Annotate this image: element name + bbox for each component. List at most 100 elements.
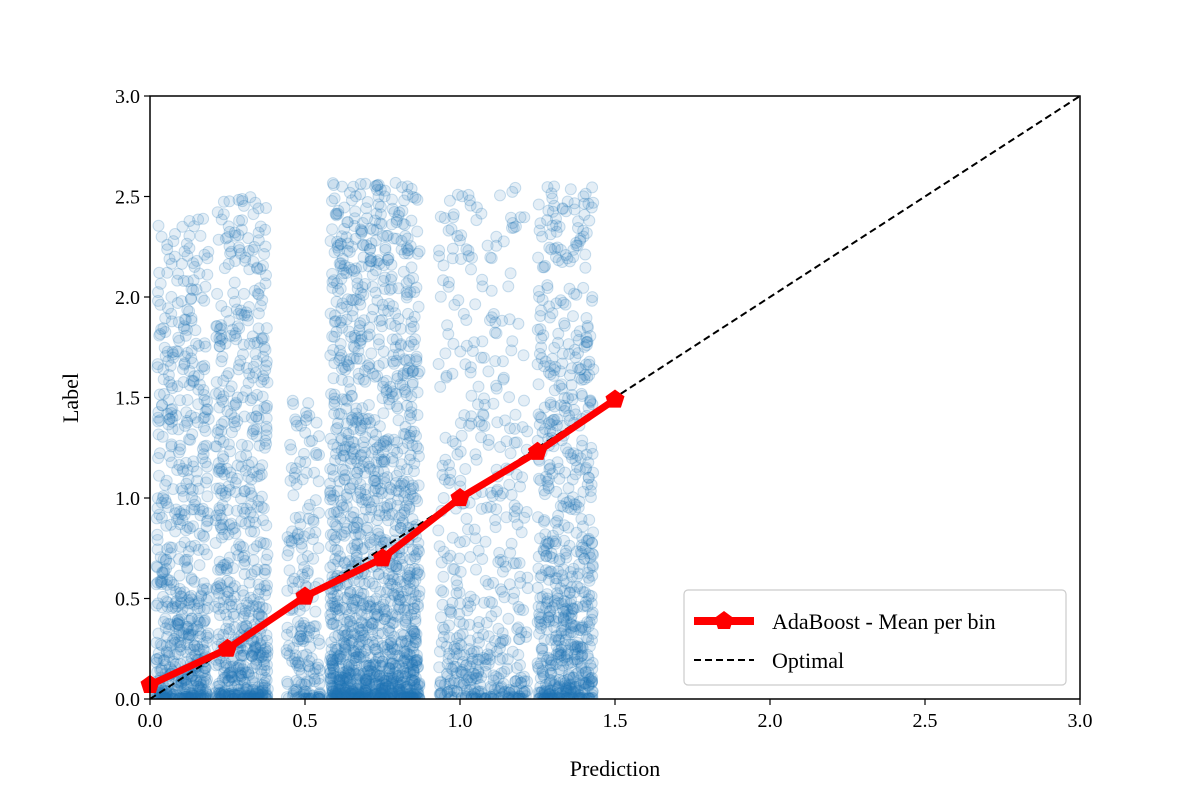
scatter-point (577, 281, 590, 294)
scatter-point (535, 304, 547, 317)
scatter-point (192, 482, 205, 495)
scatter-point (173, 616, 186, 629)
scatter-point (458, 535, 471, 548)
scatter-point (183, 229, 196, 242)
scatter-point (578, 373, 591, 386)
scatter-point (494, 189, 506, 202)
scatter-point (171, 617, 184, 630)
scatter-point (173, 334, 186, 347)
x-tick-label: 2.5 (913, 710, 938, 732)
scatter-point (187, 374, 200, 387)
scatter-point (482, 630, 495, 643)
scatter-point (160, 474, 173, 487)
scatter-point (181, 394, 194, 406)
scatter-point (329, 631, 341, 643)
scatter-point (193, 559, 206, 572)
scatter-point (165, 440, 178, 453)
scatter-point (201, 515, 213, 528)
scatter-point (403, 563, 416, 576)
scatter-point (173, 692, 186, 699)
scatter-point (153, 508, 166, 521)
scatter-point (539, 488, 551, 501)
scatter-point (178, 504, 191, 517)
scatter-point (198, 248, 211, 261)
scatter-point (183, 365, 196, 377)
scatter-point (465, 389, 478, 402)
scatter-point (518, 511, 531, 524)
scatter-point (377, 598, 390, 611)
scatter-point (160, 578, 173, 591)
scatter-point (173, 629, 186, 642)
scatter-point (172, 345, 184, 358)
scatter-point (185, 282, 198, 295)
scatter-point (308, 620, 320, 633)
scatter-point (150, 636, 163, 649)
scatter-point (386, 687, 399, 699)
scatter-point (371, 645, 384, 658)
scatter-point (161, 345, 174, 358)
scatter-point (201, 602, 214, 615)
scatter-point (485, 284, 498, 297)
scatter-point (391, 446, 404, 459)
scatter-point (165, 307, 178, 320)
scatter-point (159, 350, 172, 362)
scatter-point (545, 654, 558, 667)
scatter-point (442, 280, 455, 293)
scatter-point (195, 678, 208, 691)
scatter-point (164, 691, 177, 699)
scatter-point (159, 693, 171, 699)
scatter-point (556, 202, 569, 215)
scatter-point (240, 306, 253, 319)
scatter-point (558, 399, 571, 412)
scatter-point (159, 326, 172, 338)
scatter-point (250, 355, 263, 368)
scatter-point (229, 420, 241, 433)
scatter-point (233, 359, 246, 372)
scatter-point (333, 674, 346, 687)
scatter-point (581, 600, 594, 613)
scatter-point (181, 414, 193, 427)
scatter-point (255, 490, 268, 503)
scatter-point (569, 408, 582, 421)
scatter-point (512, 648, 525, 661)
scatter-point (228, 680, 241, 693)
scatter-point (152, 627, 165, 640)
scatter-point (154, 638, 167, 651)
scatter-point (500, 511, 513, 524)
scatter-point (157, 490, 170, 503)
scatter-point (170, 689, 183, 699)
scatter-point (165, 415, 178, 428)
scatter-point (174, 596, 187, 609)
scatter-point (196, 443, 209, 456)
scatter-point (447, 677, 460, 690)
scatter-point (200, 636, 213, 649)
scatter-point (386, 640, 398, 653)
scatter-point (460, 512, 473, 525)
scatter-point (185, 292, 198, 305)
scatter-point (175, 295, 188, 308)
scatter-point (184, 629, 197, 642)
scatter-point (364, 254, 377, 267)
scatter-point (165, 315, 178, 328)
scatter-point (167, 655, 180, 668)
scatter-point (365, 347, 378, 360)
scatter-point (191, 692, 204, 699)
scatter-point (187, 520, 199, 533)
scatter-point (290, 478, 303, 491)
scatter-point (403, 576, 416, 588)
scatter-point (250, 540, 263, 553)
scatter-point (385, 270, 398, 283)
scatter-point (391, 402, 404, 415)
scatter-point (549, 360, 562, 373)
scatter-point (347, 448, 360, 460)
scatter-point (437, 570, 450, 583)
scatter-point (196, 452, 209, 465)
scatter-point (152, 428, 165, 441)
scatter-point (156, 492, 169, 505)
scatter-point (336, 297, 349, 310)
scatter-point (150, 578, 163, 591)
scatter-point (154, 298, 167, 311)
scatter-point (579, 623, 592, 636)
scatter-point (540, 549, 553, 562)
scatter-point (182, 628, 195, 641)
